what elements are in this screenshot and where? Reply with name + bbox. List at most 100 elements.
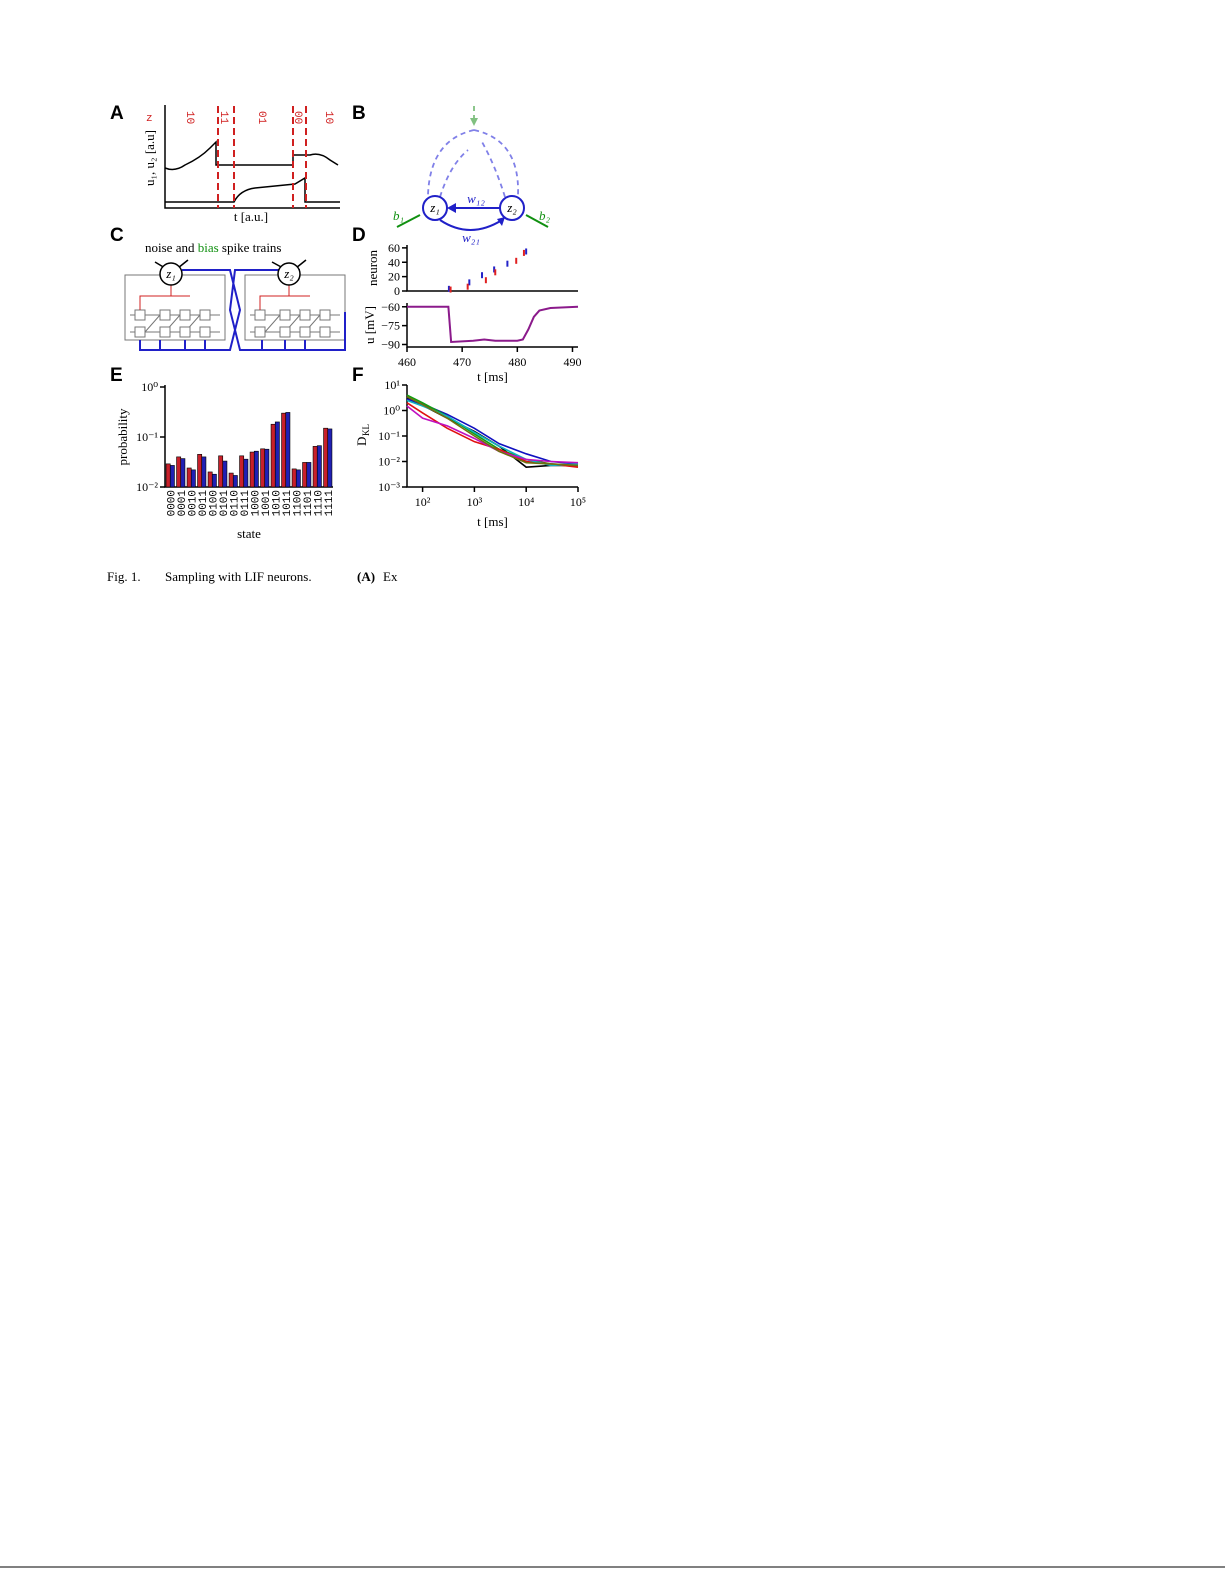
dkl-line [406,395,579,467]
bar [274,421,280,488]
axes [406,245,578,292]
state: 10 [183,111,195,124]
x-tick-label: 0111 [240,490,252,517]
panel-a: A z 10 11 01 00 10 u₁, u₂ [a.u] t [a.u.] [110,103,340,224]
y-axis-label: u₁, u₂ [a.u] [142,130,157,186]
arrowhead [497,217,505,226]
x-tick-label: 1011 [282,490,294,517]
x-tick-label: 10⁵ [570,495,586,509]
x-tick-label: 0110 [229,490,241,516]
y-tick-label: 10¹ [384,378,400,392]
bar [281,412,287,488]
caption-text: Ex [383,569,398,584]
y-tick-label: −60 [381,300,400,314]
caption-title: Sampling with LIF neurons. [165,569,312,584]
x-tick-label: 1000 [250,490,262,516]
panel-b: B z₁ z₂ w₁₂ w₂₁ b₁ b₂ [352,103,551,245]
state: 11 [217,111,229,125]
dkl-line [406,394,579,467]
y-axis-label: probability [115,408,130,466]
y-tick-label: 10⁻² [136,480,158,494]
x-tick-label: 1001 [261,490,273,517]
inputs [154,259,307,269]
x-tick-label: 1110 [313,490,325,516]
node-label: z₁ [165,266,176,281]
y-tick-label: 10⁰ [383,404,400,418]
bar [169,465,175,488]
bar [201,456,207,488]
edge [439,219,503,231]
bar [243,458,249,488]
state: 10 [322,111,334,124]
weight-label: w₁₂ [467,191,485,206]
bar [186,467,192,488]
y-axis-label: neuron [365,249,380,286]
bar [291,468,297,488]
x-tick-label: 0010 [187,490,199,516]
text: bias [198,240,219,255]
bar [165,463,171,488]
y-tick-label: 40 [388,255,400,269]
bar [260,448,266,488]
trace-u2 [165,176,340,203]
arrowhead [447,203,456,213]
x-tick-label: 0001 [177,490,189,517]
bias-label: b₂ [539,208,551,223]
x-axis-label: t [ms] [477,369,508,384]
bar [176,456,182,488]
node-label: z₂ [506,200,517,215]
bar [312,446,318,488]
bar [253,450,259,488]
y-tick-label: 10⁻² [378,455,400,469]
bar [302,462,308,488]
bar [270,423,276,488]
panel-label: F [352,365,364,386]
x-tick-label: 1010 [271,490,283,516]
bar [285,412,291,488]
x-tick-label: 10⁴ [518,495,534,509]
text: spike trains [219,240,282,255]
bias-edge [396,214,421,228]
panel-label: D [352,225,366,246]
y-tick-label: 10⁰ [141,380,158,394]
y-tick-label: 10⁻³ [378,480,400,494]
text: noise and [145,240,198,255]
x-tick-label: 0100 [208,490,220,516]
y-tick-label: 60 [388,241,400,255]
x-tick-label: 480 [508,355,526,369]
membrane-trace [407,305,579,344]
x-tick-label: 490 [563,355,581,369]
y-axis-label: u [mV] [362,306,377,344]
y-tick-label: 0 [394,284,400,298]
dkl-line [406,405,579,464]
y-tick-label: 10⁻¹ [378,429,400,443]
bar [249,451,255,488]
x-tick-label: 10³ [467,495,483,509]
y-axis-label-sub: KL [361,424,371,436]
node [159,262,183,286]
x-tick-label: 460 [398,355,416,369]
panel-label: C [110,225,124,246]
bar [239,455,245,488]
panel-c: C noise and bias spike trains z₁ z₂ [110,225,346,351]
bar [264,448,270,488]
x-axis-label: t [a.u.] [234,209,268,224]
bar [207,471,213,488]
y-tick-label: −75 [381,319,400,333]
panel-title: noise and bias spike trains [145,240,282,255]
y-tick-label: 20 [388,270,400,284]
panel-ref: (A) [357,569,375,584]
bar [180,458,186,488]
arrowhead [470,118,478,126]
x-tick-label: 0011 [198,490,210,517]
bias-label: b₁ [393,208,404,223]
bias-edge [525,214,549,228]
bar [327,428,333,488]
state: 01 [255,111,267,125]
state-label: z [146,113,153,125]
bar [222,460,228,488]
axes [164,105,340,209]
y-tick-label: 10⁻¹ [136,430,158,444]
state-boundaries [217,106,307,208]
